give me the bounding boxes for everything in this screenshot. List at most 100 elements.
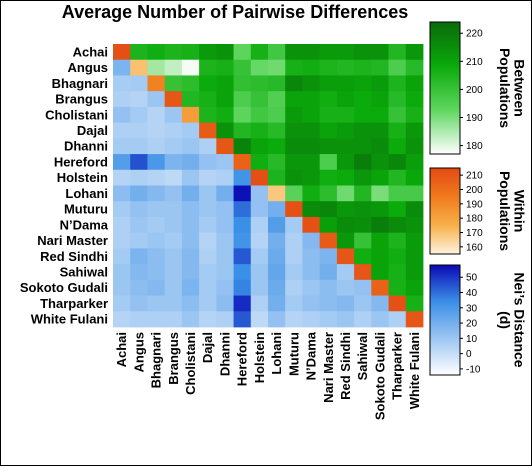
colorbar-tick-label: 200: [466, 85, 483, 96]
nei-cell: Holstein / Achai: 4: [113, 169, 131, 186]
between-cell: Brangus / Sahiwal: 208: [354, 91, 372, 108]
nei-cell: Tharparker / Dhanni: 14: [216, 295, 234, 312]
nei-cell: Dhanni / Angus: 8: [130, 138, 148, 155]
nei-cell: Sahiwal / Dajal: 8: [199, 264, 217, 281]
between-cell: Dhanni / Sokoto Gudali: 216: [371, 138, 389, 155]
between-cell: Dajal / Holstein: 206: [250, 122, 269, 139]
between-cell: Brangus / Tharparker: 203: [388, 91, 407, 108]
between-cell: Muturu / Sokoto Gudali: 213: [371, 201, 389, 218]
between-cell: Achai / Cholistani: 206: [181, 44, 200, 61]
between-cell: Red Sindhi / White Fulani: 212: [405, 248, 424, 265]
between-cell: Muturu / Sahiwal: 214: [354, 201, 372, 218]
nei-cell: White Fulani / Hereford: 44: [233, 311, 252, 328]
nei-cell: Holstein / Bhagnari: 4: [147, 169, 166, 186]
between-cell: Sokoto Gudali / Tharparker: 206: [388, 279, 407, 296]
nei-cell: Hereford / Dajal: 12: [199, 154, 217, 171]
between-cell: Lohani / Muturu: 194: [285, 185, 303, 202]
within-cell: Muturu / Muturu: 212: [285, 201, 303, 218]
nei-cell: Holstein / Hereford: 32: [233, 169, 252, 186]
nei-cell: Cholistani / Bhagnari: 4: [147, 106, 166, 124]
colorbar-tick-label: 160: [466, 242, 483, 253]
between-cell: Achai / Hereford: 193: [233, 44, 252, 61]
between-cell: N’Dama / Red Sindhi: 216: [336, 216, 355, 234]
between-cell: Achai / Muturu: 214: [285, 44, 303, 61]
between-cell: Bhagnari / Nari Master: 211: [319, 75, 338, 92]
between-cell: Holstein / Nari Master: 207: [319, 169, 338, 186]
nei-cell: Sokoto Gudali / Brangus: 10: [164, 279, 183, 296]
between-cell: Achai / Tharparker: 204: [388, 44, 407, 61]
nei-cell: Red Sindhi / Achai: 8: [113, 248, 131, 265]
between-cell: Achai / White Fulani: 213: [405, 44, 424, 61]
nei-cell: Nari Master / Holstein: 4: [250, 232, 269, 249]
nei-cell: N’Dama / Angus: 10: [130, 216, 148, 234]
nei-cell: Cholistani / Brangus: 10: [164, 106, 183, 124]
within-cell: Angus / Angus: 170: [130, 59, 148, 76]
within-cell: Lohani / Lohani: 168: [268, 185, 286, 202]
within-cell: Sokoto Gudali / Sokoto Gudali: 205: [371, 279, 389, 296]
between-cell: Achai / Brangus: 205: [164, 44, 183, 61]
between-cell: Brangus / White Fulani: 208: [405, 91, 424, 108]
between-cell: Nari Master / Tharparker: 205: [388, 232, 407, 249]
column-label: Sahiwal: [355, 332, 370, 380]
within-cell: Nari Master / Nari Master: 208: [319, 232, 338, 249]
nei-cell: N’Dama / Lohani: 28: [268, 216, 286, 234]
nei-cell: Nari Master / Brangus: 8: [164, 232, 183, 249]
colorbar-label: BetweenPopulations: [497, 48, 528, 128]
between-cell: Dhanni / Nari Master: 214: [319, 138, 338, 155]
between-cell: N’Dama / Sokoto Gudali: 219: [371, 216, 389, 234]
row-label: N’Dama: [60, 217, 109, 232]
nei-cell: Dhanni / Cholistani: 10: [181, 138, 200, 155]
nei-cell: Nari Master / Bhagnari: 10: [147, 232, 166, 249]
column-labels: Achai Angus Bhagnari Brangus Cholistani Dajal…: [114, 331, 422, 420]
colorbar-tick-label: 200: [466, 185, 483, 196]
nei-cell: Tharparker / Hereford: 52: [233, 295, 252, 312]
between-cell: Sokoto Gudali / White Fulani: 210: [405, 279, 424, 296]
between-cell: Achai / Sahiwal: 214: [354, 44, 372, 61]
nei-cell: Sokoto Gudali / Holstein: 10: [250, 279, 269, 296]
within-cell: Cholistani / Cholistani: 182: [181, 106, 200, 124]
colorbar: [429, 264, 461, 376]
nei-cell: Brangus / Bhagnari: 10: [147, 91, 166, 108]
between-cell: Brangus / Dajal: 206: [199, 91, 217, 108]
within-cell: Hereford / Hereford: 205: [233, 154, 252, 171]
nei-cell: Sokoto Gudali / Nari Master: 14: [319, 279, 338, 296]
between-cell: Muturu / Red Sindhi: 213: [336, 201, 355, 218]
nei-cell: Sokoto Gudali / Dajal: 8: [199, 279, 217, 296]
nei-cell: Nari Master / Cholistani: 14: [181, 232, 200, 249]
nei-cell: Red Sindhi / Dhanni: 10: [216, 248, 234, 265]
between-cell: Nari Master / Sokoto Gudali: 210: [371, 232, 389, 249]
nei-cell: Muturu / Hereford: 40: [233, 201, 252, 218]
row-label: Brangus: [55, 92, 108, 107]
nei-cell: Red Sindhi / Hereford: 44: [233, 248, 252, 265]
row-label: Angus: [68, 60, 108, 75]
nei-cell: Lohani / Holstein: 12: [250, 185, 269, 202]
nei-cell: Holstein / Angus: 6: [130, 169, 148, 186]
nei-cell: Muturu / Holstein: 12: [250, 201, 269, 218]
nei-cell: Bhagnari / Angus: 8: [130, 75, 148, 92]
nei-cell: Brangus / Achai: 6: [113, 91, 131, 108]
nei-cell: Sokoto Gudali / Sahiwal: 12: [354, 279, 372, 296]
between-cell: Cholistani / Muturu: 212: [285, 106, 303, 124]
between-cell: N’Dama / Sahiwal: 215: [354, 216, 372, 234]
between-cell: Bhagnari / N’Dama: 214: [302, 75, 321, 92]
nei-cell: Sahiwal / Cholistani: 16: [181, 264, 200, 281]
within-cell: Achai / Achai: 213: [113, 44, 131, 61]
nei-cell: N’Dama / Dhanni: 12: [216, 216, 234, 234]
between-cell: Brangus / Red Sindhi: 210: [336, 91, 355, 108]
nei-cell: Sahiwal / Brangus: 10: [164, 264, 183, 281]
column-label: Dhanni: [217, 332, 232, 376]
between-cell: Lohani / Sahiwal: 204: [354, 185, 372, 202]
between-cell: Brangus / Dhanni: 210: [216, 91, 234, 108]
between-cell: Holstein / Tharparker: 204: [388, 169, 407, 186]
between-cell: Achai / Bhagnari: 207: [147, 44, 166, 61]
nei-cell: White Fulani / Achai: 4: [113, 311, 131, 328]
nei-cell: Nari Master / Achai: 6: [113, 232, 131, 249]
between-cell: Bhagnari / White Fulani: 210: [405, 75, 424, 92]
between-cell: Dajal / Red Sindhi: 212: [336, 122, 355, 139]
column-label: N’Dama: [304, 331, 319, 380]
between-cell: Hereford / Holstein: 207: [250, 154, 269, 171]
between-cell: Angus / N’Dama: 207: [302, 59, 321, 76]
between-cell: Achai / Lohani: 198: [268, 44, 286, 61]
nei-cell: Holstein / Brangus: 2: [164, 169, 183, 186]
